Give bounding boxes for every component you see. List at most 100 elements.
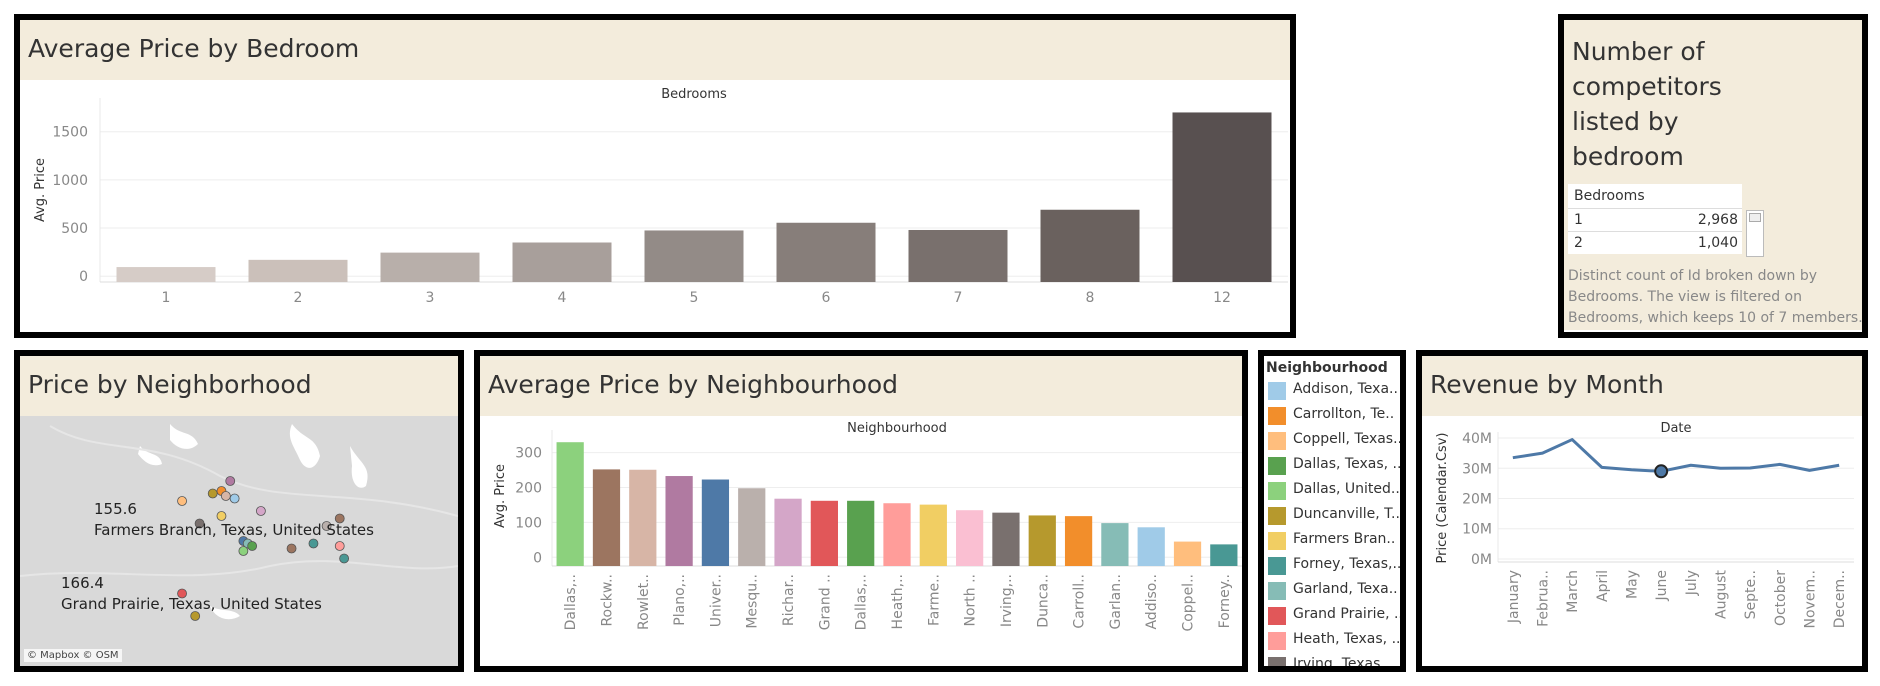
x-tick-label: 4 (558, 290, 567, 306)
x-tick-label: 5 (690, 290, 699, 306)
neighborhood-map[interactable] (20, 416, 458, 666)
legend-item[interactable]: Heath, Texas, .. (1268, 630, 1401, 650)
legend-item[interactable]: Irving, Texas, .. (1268, 655, 1400, 666)
legend-item[interactable]: Duncanville, T.. (1268, 505, 1400, 525)
map-point (229, 493, 240, 504)
caption-line: Bedrooms, which keeps 10 of 7 members. (1568, 310, 1863, 326)
bar (665, 476, 693, 566)
x-tick-label: Farme.. (926, 574, 942, 626)
legend-item[interactable]: Addison, Texa.. (1268, 380, 1400, 400)
table-row[interactable]: 2 1,040 (1568, 231, 1742, 254)
x-tick-label: 6 (822, 290, 831, 306)
legend-item[interactable]: Coppell, Texas.. (1268, 430, 1403, 450)
map-point (255, 506, 266, 516)
count-cell: 2,968 (1697, 212, 1738, 228)
x-tick-label: Dallas,.. (854, 574, 870, 630)
bar (1064, 516, 1093, 566)
scrollbar-thumb[interactable] (1749, 213, 1761, 222)
legend-item[interactable]: Garland, Texa.. (1268, 580, 1400, 600)
y-tick-label: 500 (61, 221, 88, 237)
map-label-place: Farmers Branch, Texas, United States (94, 521, 374, 539)
panel-title: Number of competitors listed by bedroom (1572, 34, 1722, 174)
map-label-value: 166.4 (61, 574, 104, 592)
y-axis-title: Avg. Price (33, 158, 48, 222)
x-tick-label: April (1595, 570, 1611, 602)
lake-shape (289, 424, 320, 468)
bar (701, 479, 730, 566)
x-tick-label: 7 (954, 290, 963, 306)
bar (908, 229, 1008, 282)
x-tick-label: June (1654, 570, 1670, 602)
panel-title: Average Price by Bedroom (28, 34, 360, 63)
lake-shape (210, 606, 240, 620)
legend-title: Neighbourhood (1266, 360, 1388, 376)
x-tick-label: 1 (162, 290, 171, 306)
bar (1172, 112, 1272, 282)
map-point (286, 543, 297, 554)
legend-item[interactable]: Carrollton, Te.. (1268, 405, 1400, 425)
legend-swatch (1268, 557, 1286, 575)
table-scrollbar[interactable] (1746, 210, 1764, 257)
bar (810, 500, 838, 566)
legend-item[interactable]: Forney, Texas,.. (1268, 555, 1402, 575)
x-tick-label: Irving,.. (999, 574, 1015, 627)
legend-item[interactable]: Farmers Bran.. (1268, 530, 1400, 550)
y-tick-label: 30M (1462, 461, 1492, 477)
bedroom-price-panel: Average Price by Bedroom Bedrooms Avg. Pr… (14, 14, 1296, 338)
title-line: Number of (1572, 37, 1705, 66)
bar (1028, 515, 1056, 566)
x-tick-label: Coppel.. (1181, 574, 1197, 632)
bar (380, 252, 480, 282)
lake-shape (350, 446, 368, 488)
highlight-point (1654, 464, 1669, 479)
y-axis-title: Price (Calendar.Csv) (1435, 433, 1450, 564)
revenue-panel: Revenue by Month Date Price (Calendar.Csv… (1416, 350, 1868, 672)
panel-title-bar: Price by Neighborhood (20, 356, 458, 416)
bar (629, 469, 657, 566)
legend-label: Heath, Texas, .. (1293, 631, 1401, 647)
x-tick-label: July (1684, 570, 1700, 596)
legend-label: Coppell, Texas.. (1293, 431, 1403, 447)
legend-item[interactable]: Grand Prairie, .. (1268, 605, 1400, 625)
map-point (238, 546, 249, 556)
y-tick-label: 100 (515, 515, 542, 531)
legend-label: Carrollton, Te.. (1293, 406, 1395, 422)
x-tick-label: Heath,.. (890, 574, 906, 629)
title-line: competitors (1572, 72, 1722, 101)
caption-line: Distinct count of Id broken down by (1568, 268, 1818, 284)
y-tick-label: 300 (515, 446, 542, 462)
map-attribution[interactable]: © Mapbox © OSM (24, 649, 122, 662)
map-point (177, 588, 187, 599)
bar (919, 504, 947, 566)
legend-item[interactable]: Dallas, Texas, .. (1268, 455, 1400, 475)
legend-swatch (1268, 532, 1286, 550)
legend-label: Forney, Texas,.. (1293, 556, 1402, 572)
y-axis-title: Avg. Price (493, 464, 508, 528)
bar (883, 503, 911, 566)
table-row[interactable]: 1 2,968 (1568, 208, 1742, 231)
map-point (194, 518, 205, 529)
revenue-line-chart[interactable]: Date Price (Calendar.Csv) 0M 10M 20M 30M 40M Ja… (1422, 416, 1862, 666)
bar (116, 267, 216, 282)
legend-swatch (1268, 507, 1286, 525)
y-tick-label: 1500 (52, 125, 88, 141)
bar (1040, 209, 1140, 282)
x-tick-label: Septe.. (1743, 570, 1759, 619)
legend-item[interactable]: Dallas, United.. (1268, 480, 1400, 500)
competitors-table[interactable]: Bedrooms 1 2,968 2 1,040 (1568, 184, 1742, 254)
title-line: bedroom (1572, 142, 1684, 171)
legend-swatch (1268, 657, 1286, 666)
legend-label: Addison, Texa.. (1293, 381, 1398, 397)
y-tick-label: 0 (533, 550, 542, 566)
lake-shape (138, 446, 162, 466)
legend-swatch (1268, 607, 1286, 625)
x-tick-label: Univer.. (708, 574, 724, 627)
bar (248, 259, 348, 282)
x-tick-label: 3 (426, 290, 435, 306)
neighbourhood-bar-chart[interactable]: Neighbourhood Avg. Price 0 100 200 300 Dallas,… (480, 416, 1242, 666)
x-tick-label: Addiso.. (1144, 574, 1160, 630)
neighbourhood-legend: Neighbourhood Addison, Texa.. Carrollton,… (1258, 350, 1406, 672)
x-tick-label: January (1506, 570, 1522, 624)
x-axis-title: Neighbourhood (847, 421, 947, 436)
